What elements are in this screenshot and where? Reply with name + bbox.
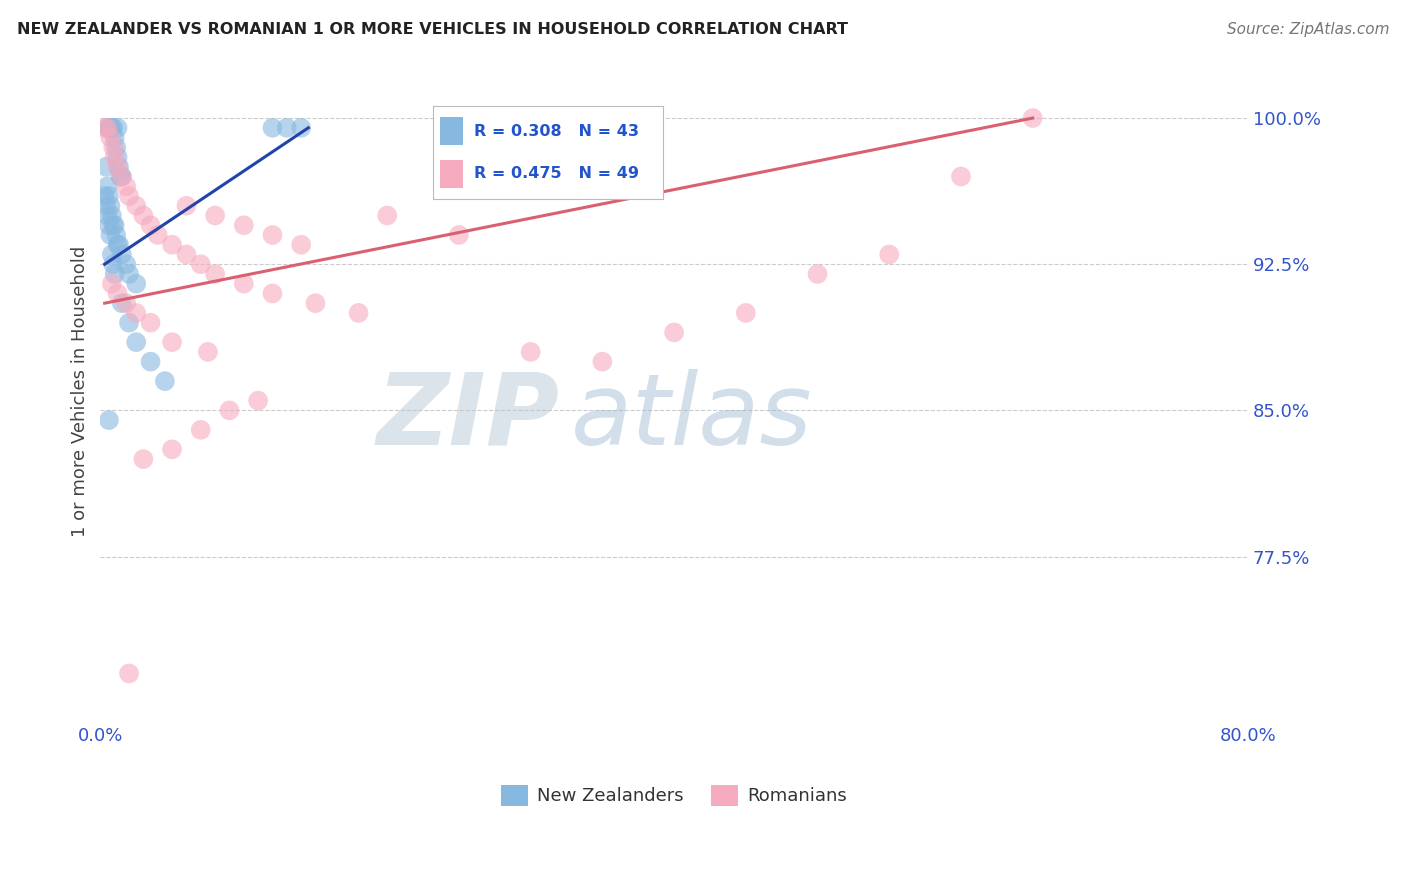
Point [262,286,284,301]
Point [111,169,134,184]
Point [118,316,141,330]
Point [110,169,132,184]
Point [104,150,127,164]
Point [139,219,162,233]
Point [262,227,284,242]
Point [107,160,129,174]
Point [218,403,240,417]
Point [949,169,972,184]
Point [176,199,198,213]
Point [132,209,155,223]
Point [375,209,398,223]
Point [877,247,900,261]
Point [232,277,254,291]
Point [734,306,756,320]
Point [190,257,212,271]
Point [662,326,685,340]
Point [101,120,124,135]
Point [96,120,118,135]
Point [103,140,125,154]
Point [153,374,176,388]
Point [125,277,148,291]
Point [125,335,148,350]
Point [146,227,169,242]
Point [447,227,470,242]
Point [104,267,127,281]
Text: Source: ZipAtlas.com: Source: ZipAtlas.com [1226,22,1389,37]
Point [94,160,117,174]
Point [806,267,828,281]
Point [160,335,183,350]
Point [93,189,115,203]
Point [290,120,312,135]
Point [100,199,122,213]
Point [108,237,131,252]
Point [96,179,118,194]
Point [139,316,162,330]
Point [100,120,122,135]
Point [97,189,120,203]
Point [105,140,128,154]
Point [347,306,370,320]
Point [107,120,129,135]
Point [111,247,134,261]
Point [290,237,312,252]
Point [101,277,124,291]
Point [262,120,284,135]
Point [1021,111,1043,125]
Point [139,354,162,368]
Point [97,219,120,233]
Point [125,199,148,213]
Point [97,120,120,135]
Point [115,296,138,310]
Point [101,247,124,261]
Point [97,413,120,427]
Point [304,296,326,310]
Text: ZIP: ZIP [377,369,560,466]
Point [519,345,541,359]
Point [94,199,117,213]
Point [93,120,115,135]
Point [103,120,125,135]
Point [197,345,219,359]
Point [204,267,226,281]
Point [115,257,138,271]
Point [118,189,141,203]
Point [232,219,254,233]
Point [104,130,127,145]
Point [125,306,148,320]
Point [276,120,298,135]
Text: NEW ZEALANDER VS ROMANIAN 1 OR MORE VEHICLES IN HOUSEHOLD CORRELATION CHART: NEW ZEALANDER VS ROMANIAN 1 OR MORE VEHI… [17,22,848,37]
Point [111,296,134,310]
Point [190,423,212,437]
Point [103,219,125,233]
Point [176,247,198,261]
Point [101,209,124,223]
Point [108,160,131,174]
Point [100,227,122,242]
Point [107,237,129,252]
Point [96,209,118,223]
Point [118,666,141,681]
Point [204,209,226,223]
Point [107,150,129,164]
Point [105,227,128,242]
Point [160,442,183,457]
Legend: New Zealanders, Romanians: New Zealanders, Romanians [494,778,855,813]
Text: atlas: atlas [571,369,813,466]
Point [591,354,613,368]
Point [132,452,155,467]
Y-axis label: 1 or more Vehicles in Household: 1 or more Vehicles in Household [72,245,89,536]
Point [96,120,118,135]
Point [104,219,127,233]
Point [118,267,141,281]
Point [247,393,270,408]
Point [103,257,125,271]
Point [100,130,122,145]
Point [115,179,138,194]
Point [107,286,129,301]
Point [111,169,134,184]
Point [160,237,183,252]
